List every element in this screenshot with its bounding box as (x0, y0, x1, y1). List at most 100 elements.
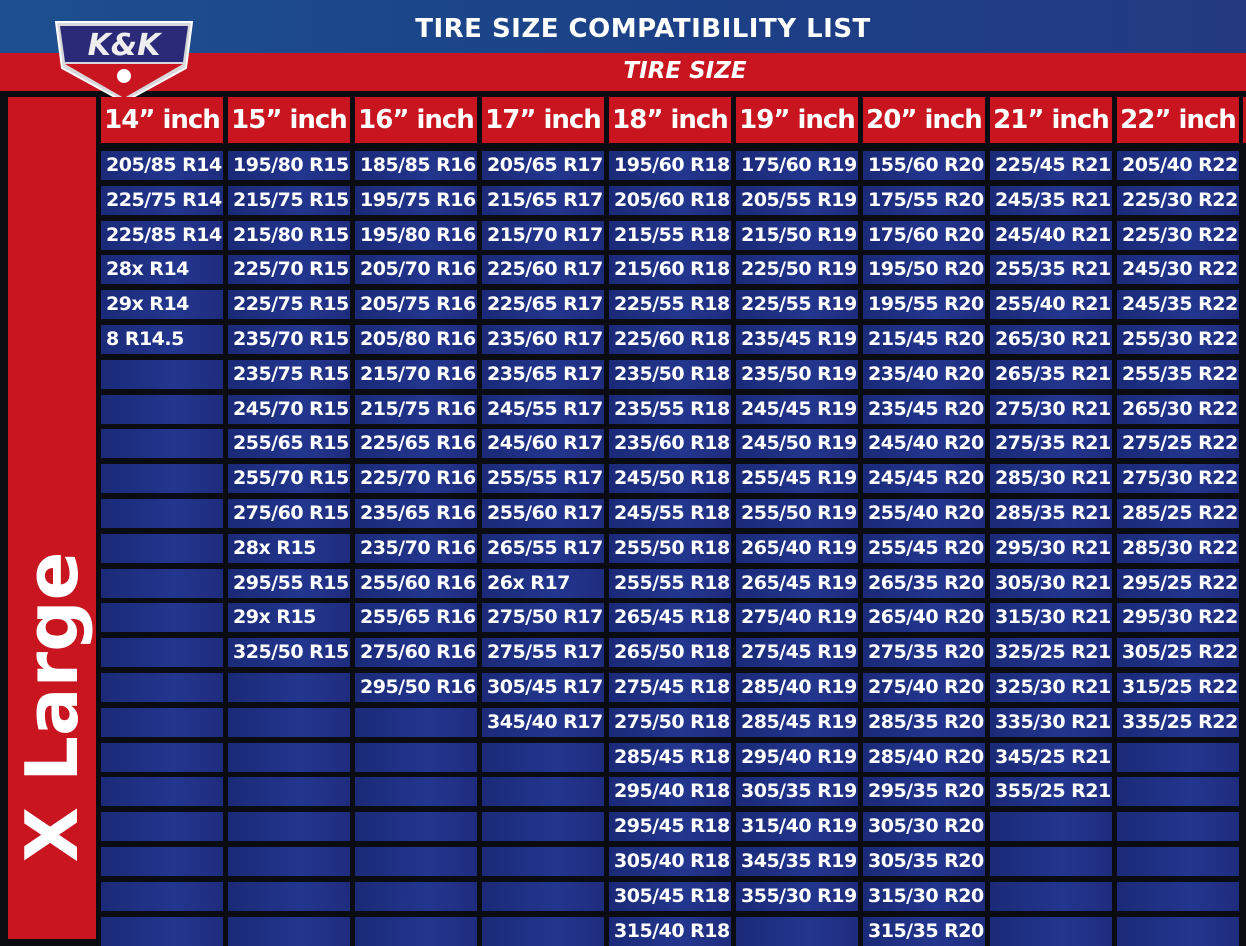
tire-size-cell (101, 847, 223, 876)
tire-size-cell: 265/30 R22 (1117, 394, 1239, 424)
tire-size-cell: 225/60 R17 (482, 255, 604, 285)
tire-size-cell: 26x R17 (482, 568, 604, 598)
tire-size-cell (101, 394, 223, 424)
tire-size-cell (1117, 742, 1239, 772)
tire-size-cell: 305/45 R18 (609, 881, 731, 911)
tire-size-cell (482, 742, 604, 772)
tire-size-cell: 295/50 R16 (355, 673, 477, 702)
tire-size-cell: 265/40 R19 (736, 533, 858, 563)
column-header: 17” inch (482, 97, 604, 143)
tire-size-cell: 285/30 R22 (1117, 533, 1239, 563)
tire-size-cell: 245/55 R18 (609, 499, 731, 528)
tire-size-cell: 325/30 R21 (990, 673, 1112, 702)
tire-size-cell: 175/55 R20 (863, 185, 985, 215)
tire-size-cell: 275/60 R15 (228, 499, 350, 528)
tire-size-cell: 185/85 R16 (355, 151, 477, 180)
tire-size-cell: 205/55 R19 (736, 185, 858, 215)
tire-size-cell: 155/60 R20 (863, 151, 985, 180)
section-subtitle: TIRE SIZE (623, 58, 747, 84)
tire-size-cell: 195/75 R16 (355, 185, 477, 215)
tire-size-cell: 8 R14.5 (101, 325, 223, 354)
tire-size-cell: 245/35 R21 (990, 185, 1112, 215)
tire-size-cell: 225/55 R19 (736, 290, 858, 320)
tire-size-cell: 245/40 R20 (863, 429, 985, 459)
tire-size-cell: 315/35 R20 (863, 916, 985, 946)
category-label: X Large (10, 551, 94, 863)
kk-logo: K&K (54, 21, 194, 104)
tire-size-cell: 335/25 R22 (1117, 707, 1239, 737)
tire-size-cell (1117, 812, 1239, 842)
tire-size-cell (101, 812, 223, 842)
tire-size-cell: 265/55 R17 (482, 533, 604, 563)
tire-size-cell: 215/60 R18 (609, 255, 731, 285)
page-title: TIRE SIZE COMPATIBILITY LIST (415, 14, 871, 44)
tire-size-cell: 255/65 R16 (355, 603, 477, 633)
tire-size-cell (101, 673, 223, 702)
tire-size-cell: 255/65 R15 (228, 429, 350, 459)
tire-size-cell: 205/70 R16 (355, 255, 477, 285)
tire-size-cell (990, 916, 1112, 946)
tire-size-cell: 205/85 R14 (101, 151, 223, 180)
tire-size-cell: 285/35 R20 (863, 707, 985, 737)
tire-size-cell: 285/40 R20 (863, 742, 985, 772)
tire-size-cell (101, 916, 223, 946)
tire-size-cell: 245/50 R19 (736, 429, 858, 459)
tire-size-cell: 275/30 R21 (990, 394, 1112, 424)
tire-size-cell: 235/60 R18 (609, 429, 731, 459)
tire-size-cell: 245/30 R22 (1117, 255, 1239, 285)
tire-size-cell: 275/60 R16 (355, 638, 477, 668)
tire-size-cell: 255/55 R17 (482, 464, 604, 494)
tire-size-cell: 265/35 R21 (990, 359, 1112, 389)
tire-size-cell: 305/35 R19 (736, 777, 858, 807)
tire-size-cell: 275/55 R17 (482, 638, 604, 668)
tire-size-cell (990, 881, 1112, 911)
tire-size-cell (355, 812, 477, 842)
tire-size-cell: 325/25 R21 (990, 638, 1112, 668)
tire-size-cell: 225/55 R18 (609, 290, 731, 320)
tire-size-cell: 305/45 R17 (482, 673, 604, 702)
tire-size-cell: 195/50 R20 (863, 255, 985, 285)
tire-size-cell: 295/40 R18 (609, 777, 731, 807)
tire-size-cell: 215/65 R17 (482, 185, 604, 215)
tire-size-cell: 225/45 R21 (990, 151, 1112, 180)
tire-size-cell: 245/35 R22 (1117, 290, 1239, 320)
tire-size-cell: 255/30 R22 (1117, 325, 1239, 354)
tire-size-cell: 29x R15 (228, 603, 350, 633)
tire-size-cell: 225/70 R16 (355, 464, 477, 494)
tire-size-cell: 255/45 R19 (736, 464, 858, 494)
tire-size-cell (228, 847, 350, 876)
tire-size-cell (990, 812, 1112, 842)
tire-size-cell: 245/70 R15 (228, 394, 350, 424)
tire-size-cell: 355/25 R21 (990, 777, 1112, 807)
tire-size-cell: 265/30 R21 (990, 325, 1112, 354)
tire-size-cell (101, 359, 223, 389)
tire-size-cell: 255/55 R18 (609, 568, 731, 598)
tire-size-cell: 205/75 R16 (355, 290, 477, 320)
tire-size-cell: 285/40 R19 (736, 673, 858, 702)
tire-size-cell: 225/50 R19 (736, 255, 858, 285)
tire-size-cell: 195/55 R20 (863, 290, 985, 320)
tire-size-cell: 225/65 R17 (482, 290, 604, 320)
tire-size-cell: 275/35 R20 (863, 638, 985, 668)
tire-size-cell: 215/70 R17 (482, 220, 604, 250)
tire-size-cell: 175/60 R19 (736, 151, 858, 180)
tire-size-cell (355, 742, 477, 772)
tire-size-cell: 265/40 R20 (863, 603, 985, 633)
tire-size-cell: 195/80 R15 (228, 151, 350, 180)
tire-size-cell: 195/60 R18 (609, 151, 731, 180)
tire-size-cell: 315/30 R21 (990, 603, 1112, 633)
tire-size-cell: 355/30 R19 (736, 881, 858, 911)
tire-size-cell: 295/30 R21 (990, 533, 1112, 563)
tire-size-cell: 195/80 R16 (355, 220, 477, 250)
tire-size-cell: 295/35 R20 (863, 777, 985, 807)
tire-size-cell (736, 916, 858, 946)
header-band (0, 0, 1246, 53)
tire-size-cell: 295/25 R22 (1117, 568, 1239, 598)
tire-size-cell: 345/35 R19 (736, 847, 858, 876)
tire-size-cell: 255/60 R17 (482, 499, 604, 528)
tire-size-cell (482, 916, 604, 946)
tire-size-cell: 245/50 R18 (609, 464, 731, 494)
tire-size-cell: 295/40 R19 (736, 742, 858, 772)
tire-size-cell (1117, 881, 1239, 911)
tire-size-cell: 205/80 R16 (355, 325, 477, 354)
